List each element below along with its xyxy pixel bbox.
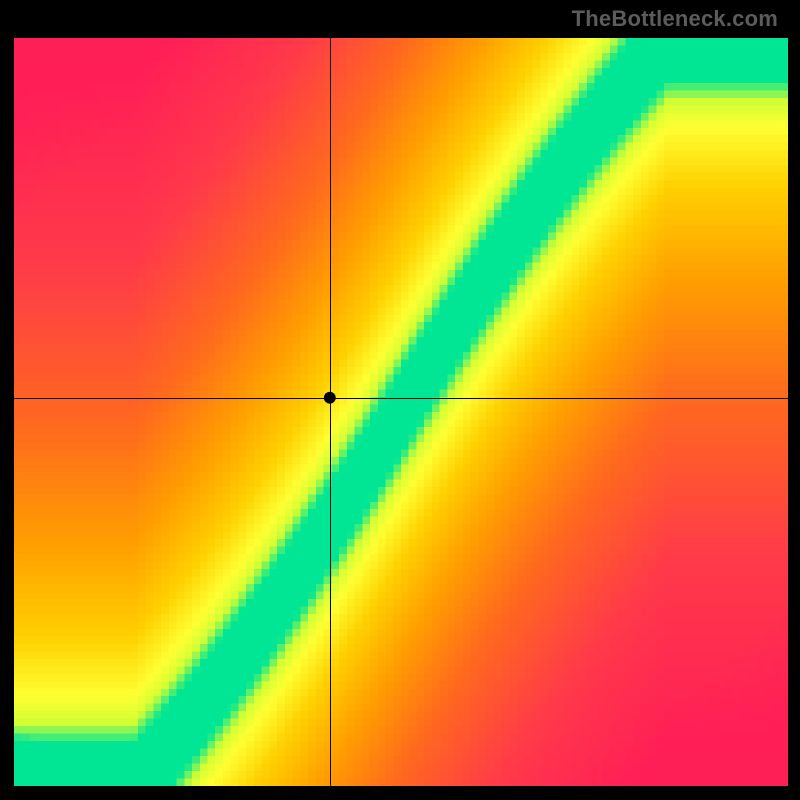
crosshair-overlay [0, 0, 800, 800]
watermark-text: TheBottleneck.com [572, 6, 778, 32]
chart-stage: { "watermark": { "text": "TheBottleneck.… [0, 0, 800, 800]
